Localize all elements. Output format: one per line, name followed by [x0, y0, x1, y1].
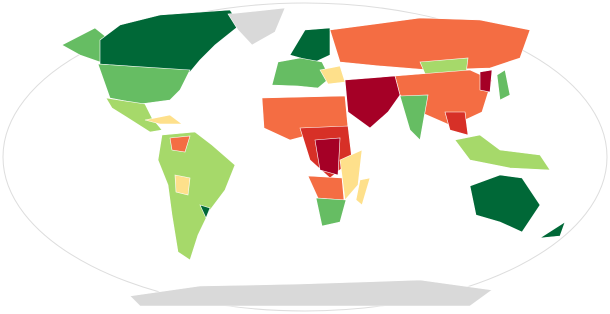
region — [399, 94, 429, 141]
region — [539, 221, 566, 239]
region — [344, 75, 401, 129]
region — [314, 137, 341, 176]
region — [174, 174, 191, 196]
region — [444, 111, 469, 136]
region — [479, 69, 493, 93]
region — [469, 174, 541, 233]
region — [329, 17, 531, 71]
region — [227, 7, 286, 46]
region — [157, 131, 236, 261]
region — [315, 197, 347, 227]
region — [271, 57, 331, 89]
region — [129, 279, 493, 307]
region — [496, 69, 511, 101]
region — [339, 149, 363, 201]
region — [355, 177, 371, 206]
region — [105, 97, 163, 133]
region — [169, 135, 191, 153]
region — [144, 114, 183, 125]
region — [199, 204, 211, 219]
region — [97, 63, 191, 105]
region — [454, 134, 551, 171]
